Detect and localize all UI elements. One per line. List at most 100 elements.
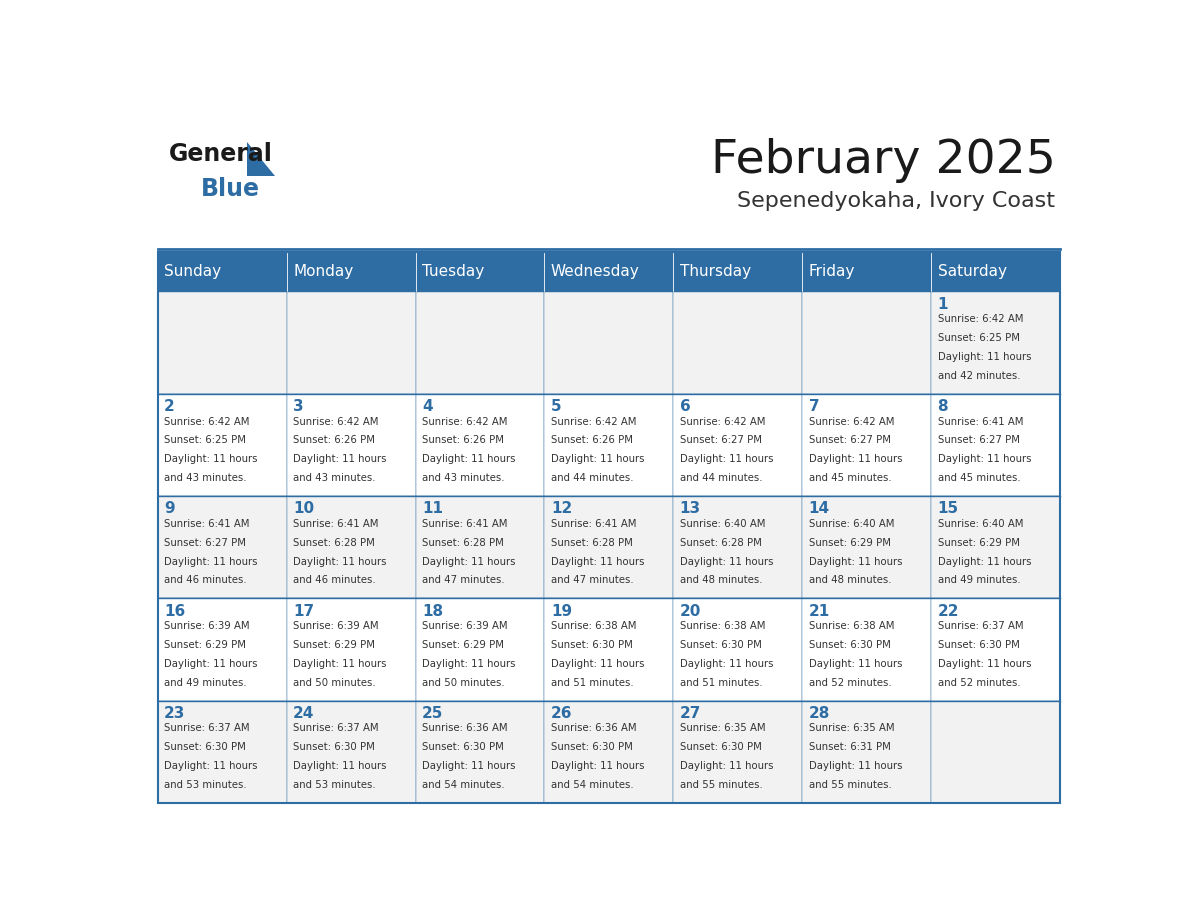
- Text: and 51 minutes.: and 51 minutes.: [680, 677, 763, 688]
- Text: Daylight: 11 hours: Daylight: 11 hours: [164, 761, 258, 771]
- Text: and 50 minutes.: and 50 minutes.: [293, 677, 375, 688]
- Text: Daylight: 11 hours: Daylight: 11 hours: [680, 454, 773, 465]
- Text: and 44 minutes.: and 44 minutes.: [680, 474, 763, 483]
- Text: and 55 minutes.: and 55 minutes.: [680, 780, 763, 789]
- Text: and 52 minutes.: and 52 minutes.: [809, 677, 891, 688]
- Bar: [931, 497, 1060, 599]
- Bar: [544, 497, 674, 599]
- Bar: [674, 700, 802, 803]
- Text: Sunrise: 6:42 AM: Sunrise: 6:42 AM: [293, 417, 379, 427]
- Text: Daylight: 11 hours: Daylight: 11 hours: [164, 659, 258, 669]
- Bar: [158, 252, 1060, 803]
- Text: Sunset: 6:30 PM: Sunset: 6:30 PM: [680, 742, 762, 752]
- Text: and 43 minutes.: and 43 minutes.: [293, 474, 375, 483]
- Text: and 53 minutes.: and 53 minutes.: [293, 780, 375, 789]
- Bar: [286, 394, 416, 497]
- Text: 1: 1: [937, 297, 948, 312]
- Text: Sunrise: 6:41 AM: Sunrise: 6:41 AM: [293, 519, 379, 529]
- Text: Sunrise: 6:42 AM: Sunrise: 6:42 AM: [164, 417, 249, 427]
- Text: Sunset: 6:29 PM: Sunset: 6:29 PM: [937, 538, 1019, 548]
- Text: Daylight: 11 hours: Daylight: 11 hours: [809, 659, 902, 669]
- Text: Saturday: Saturday: [937, 264, 1006, 279]
- Bar: [802, 252, 931, 292]
- Text: Sunrise: 6:42 AM: Sunrise: 6:42 AM: [680, 417, 765, 427]
- Bar: [931, 700, 1060, 803]
- Text: Tuesday: Tuesday: [422, 264, 485, 279]
- Text: Sunset: 6:30 PM: Sunset: 6:30 PM: [164, 742, 246, 752]
- Text: Daylight: 11 hours: Daylight: 11 hours: [937, 454, 1031, 465]
- Bar: [286, 700, 416, 803]
- Text: Sunrise: 6:36 AM: Sunrise: 6:36 AM: [422, 723, 507, 733]
- Bar: [416, 700, 544, 803]
- Text: Sunset: 6:27 PM: Sunset: 6:27 PM: [937, 435, 1019, 445]
- Text: Sunrise: 6:35 AM: Sunrise: 6:35 AM: [809, 723, 895, 733]
- Text: Daylight: 11 hours: Daylight: 11 hours: [809, 556, 902, 566]
- Text: Sunrise: 6:37 AM: Sunrise: 6:37 AM: [164, 723, 249, 733]
- Text: Sunrise: 6:40 AM: Sunrise: 6:40 AM: [680, 519, 765, 529]
- Text: Daylight: 11 hours: Daylight: 11 hours: [551, 454, 644, 465]
- Text: Sunrise: 6:38 AM: Sunrise: 6:38 AM: [551, 621, 637, 631]
- Text: 24: 24: [293, 706, 315, 721]
- Text: Sunset: 6:26 PM: Sunset: 6:26 PM: [551, 435, 633, 445]
- Bar: [158, 497, 286, 599]
- Bar: [802, 700, 931, 803]
- Text: 2: 2: [164, 399, 175, 414]
- Bar: [544, 599, 674, 700]
- Text: Sunrise: 6:41 AM: Sunrise: 6:41 AM: [937, 417, 1023, 427]
- Text: and 43 minutes.: and 43 minutes.: [164, 474, 247, 483]
- Text: 22: 22: [937, 603, 959, 619]
- Text: 4: 4: [422, 399, 432, 414]
- Bar: [802, 599, 931, 700]
- Text: and 49 minutes.: and 49 minutes.: [164, 677, 247, 688]
- Text: 20: 20: [680, 603, 701, 619]
- Bar: [544, 394, 674, 497]
- Text: Sunrise: 6:42 AM: Sunrise: 6:42 AM: [809, 417, 895, 427]
- Text: Sunset: 6:28 PM: Sunset: 6:28 PM: [293, 538, 375, 548]
- Bar: [674, 252, 802, 292]
- Text: Sunset: 6:26 PM: Sunset: 6:26 PM: [422, 435, 504, 445]
- Text: and 44 minutes.: and 44 minutes.: [551, 474, 633, 483]
- Bar: [286, 497, 416, 599]
- Text: and 54 minutes.: and 54 minutes.: [551, 780, 633, 789]
- Text: and 46 minutes.: and 46 minutes.: [293, 576, 375, 586]
- Bar: [158, 394, 286, 497]
- Text: 7: 7: [809, 399, 820, 414]
- Text: Sunrise: 6:36 AM: Sunrise: 6:36 AM: [551, 723, 637, 733]
- Text: Daylight: 11 hours: Daylight: 11 hours: [422, 659, 516, 669]
- Bar: [802, 497, 931, 599]
- Bar: [931, 252, 1060, 292]
- Text: Sunset: 6:27 PM: Sunset: 6:27 PM: [809, 435, 891, 445]
- Text: Sunrise: 6:42 AM: Sunrise: 6:42 AM: [937, 314, 1023, 324]
- Text: Sunrise: 6:41 AM: Sunrise: 6:41 AM: [164, 519, 249, 529]
- Bar: [416, 394, 544, 497]
- Text: Sunset: 6:27 PM: Sunset: 6:27 PM: [680, 435, 762, 445]
- Text: Sunrise: 6:38 AM: Sunrise: 6:38 AM: [680, 621, 765, 631]
- Bar: [158, 292, 286, 394]
- Text: Sunset: 6:28 PM: Sunset: 6:28 PM: [551, 538, 633, 548]
- Text: Daylight: 11 hours: Daylight: 11 hours: [937, 659, 1031, 669]
- Text: Sunset: 6:29 PM: Sunset: 6:29 PM: [164, 640, 246, 650]
- Text: Sunset: 6:29 PM: Sunset: 6:29 PM: [809, 538, 891, 548]
- Text: Wednesday: Wednesday: [551, 264, 639, 279]
- Text: Sunset: 6:30 PM: Sunset: 6:30 PM: [680, 640, 762, 650]
- Text: Sunset: 6:30 PM: Sunset: 6:30 PM: [551, 742, 633, 752]
- Text: Sunset: 6:31 PM: Sunset: 6:31 PM: [809, 742, 891, 752]
- Text: and 48 minutes.: and 48 minutes.: [809, 576, 891, 586]
- Text: Daylight: 11 hours: Daylight: 11 hours: [164, 556, 258, 566]
- Text: Sunset: 6:26 PM: Sunset: 6:26 PM: [293, 435, 375, 445]
- Text: and 47 minutes.: and 47 minutes.: [551, 576, 633, 586]
- Bar: [674, 292, 802, 394]
- Text: and 52 minutes.: and 52 minutes.: [937, 677, 1020, 688]
- Text: Sunset: 6:30 PM: Sunset: 6:30 PM: [422, 742, 504, 752]
- Text: Sunday: Sunday: [164, 264, 221, 279]
- Text: Sunrise: 6:39 AM: Sunrise: 6:39 AM: [422, 621, 507, 631]
- Text: Monday: Monday: [293, 264, 353, 279]
- Text: 19: 19: [551, 603, 571, 619]
- Bar: [802, 394, 931, 497]
- Text: Daylight: 11 hours: Daylight: 11 hours: [422, 454, 516, 465]
- Text: and 50 minutes.: and 50 minutes.: [422, 677, 505, 688]
- Bar: [158, 252, 286, 292]
- Text: Sunset: 6:30 PM: Sunset: 6:30 PM: [293, 742, 375, 752]
- Text: Sunrise: 6:37 AM: Sunrise: 6:37 AM: [293, 723, 379, 733]
- Text: Thursday: Thursday: [680, 264, 751, 279]
